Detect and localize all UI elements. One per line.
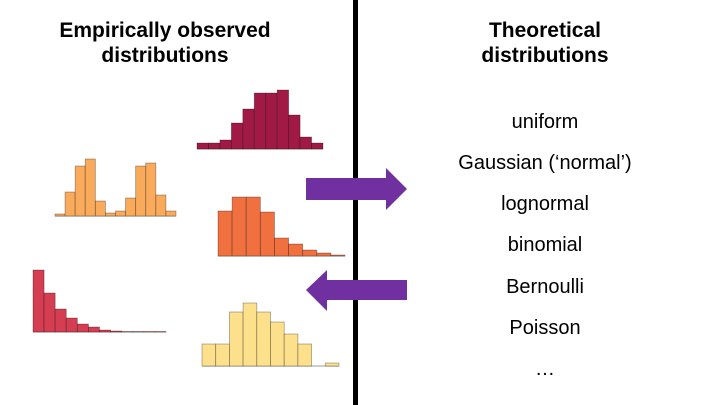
histogram-bar [84,158,96,217]
histogram-bar [208,142,221,150]
exponential-histogram [32,269,167,333]
histogram-bar [288,114,301,150]
histogram-bar [288,243,304,257]
histogram-bar [253,92,267,150]
histogram-bar [54,308,67,333]
histogram-bar [265,92,278,150]
histogram-bar [196,142,209,150]
gaussian-histogram [196,89,324,150]
bimodal-histogram [54,158,177,217]
histogram-bar [245,196,261,257]
histogram-bar [110,330,123,333]
histogram-bar [311,142,324,150]
histogram-bar [270,321,285,367]
divider-line [353,0,358,405]
item-lognormal: lognormal [501,193,589,215]
histogram-bar [299,136,312,150]
histogram-bar [43,292,56,333]
histogram-bar [65,317,78,333]
histogram-bar [88,326,100,333]
histogram-bar [54,213,66,217]
histogram-bar [121,331,134,333]
histogram-bar [231,196,247,257]
histogram-bar [125,197,137,217]
histogram-bar [256,311,271,367]
histogram-bar [135,165,147,217]
histogram-bar [94,200,106,217]
histogram-bar [215,343,230,367]
item-poisson: Poisson [509,317,581,339]
histogram-bar [155,194,167,217]
right-title-line1: Theoretical [488,19,602,42]
histogram-bar [74,165,86,217]
histogram-bar [143,331,156,333]
histogram-bar [324,362,340,367]
histogram-bar [230,122,244,150]
histogram-bar [242,302,258,367]
histogram-bar [99,329,111,333]
histogram-bar [274,237,289,257]
histogram-bar [76,323,89,333]
item-binomial: binomial [507,234,583,256]
histogram-bar [259,211,275,257]
right-title: Theoretical distributions [420,18,670,68]
item-uniform: uniform [511,111,579,133]
histogram-bar [115,210,126,217]
lognormal-histogram [217,196,346,257]
histogram-bar [201,343,217,367]
histogram-bar [297,343,312,367]
histogram-bar [217,210,233,257]
histogram-bar [276,89,290,150]
left-title: Empirically observed distributions [20,18,310,68]
histogram-bar [132,331,145,333]
histogram-bar [105,212,116,217]
histogram-bar [165,210,177,217]
histogram-bar [330,254,346,257]
histogram-bar [316,252,332,257]
histogram-bar [154,331,167,333]
histogram-bar [228,311,244,367]
skewed-histogram [201,302,340,367]
item-ellipsis: … [535,358,555,380]
histogram-bar [283,333,299,367]
right-title-line2: distributions [481,44,609,67]
histogram-bar [302,249,318,257]
histogram-bar [64,191,76,217]
arrow-left-icon [306,270,407,311]
item-bernoulli: Bernoulli [506,276,584,298]
left-title-line1: Empirically observed [59,19,271,42]
histogram-bar [242,108,255,150]
histogram-bar [145,162,157,217]
histogram-bar [219,139,232,150]
arrow-right-icon [306,168,407,210]
left-title-line2: distributions [101,44,229,67]
item-gaussian: Gaussian (‘normal’) [458,152,632,174]
histogram-bar [32,269,45,333]
